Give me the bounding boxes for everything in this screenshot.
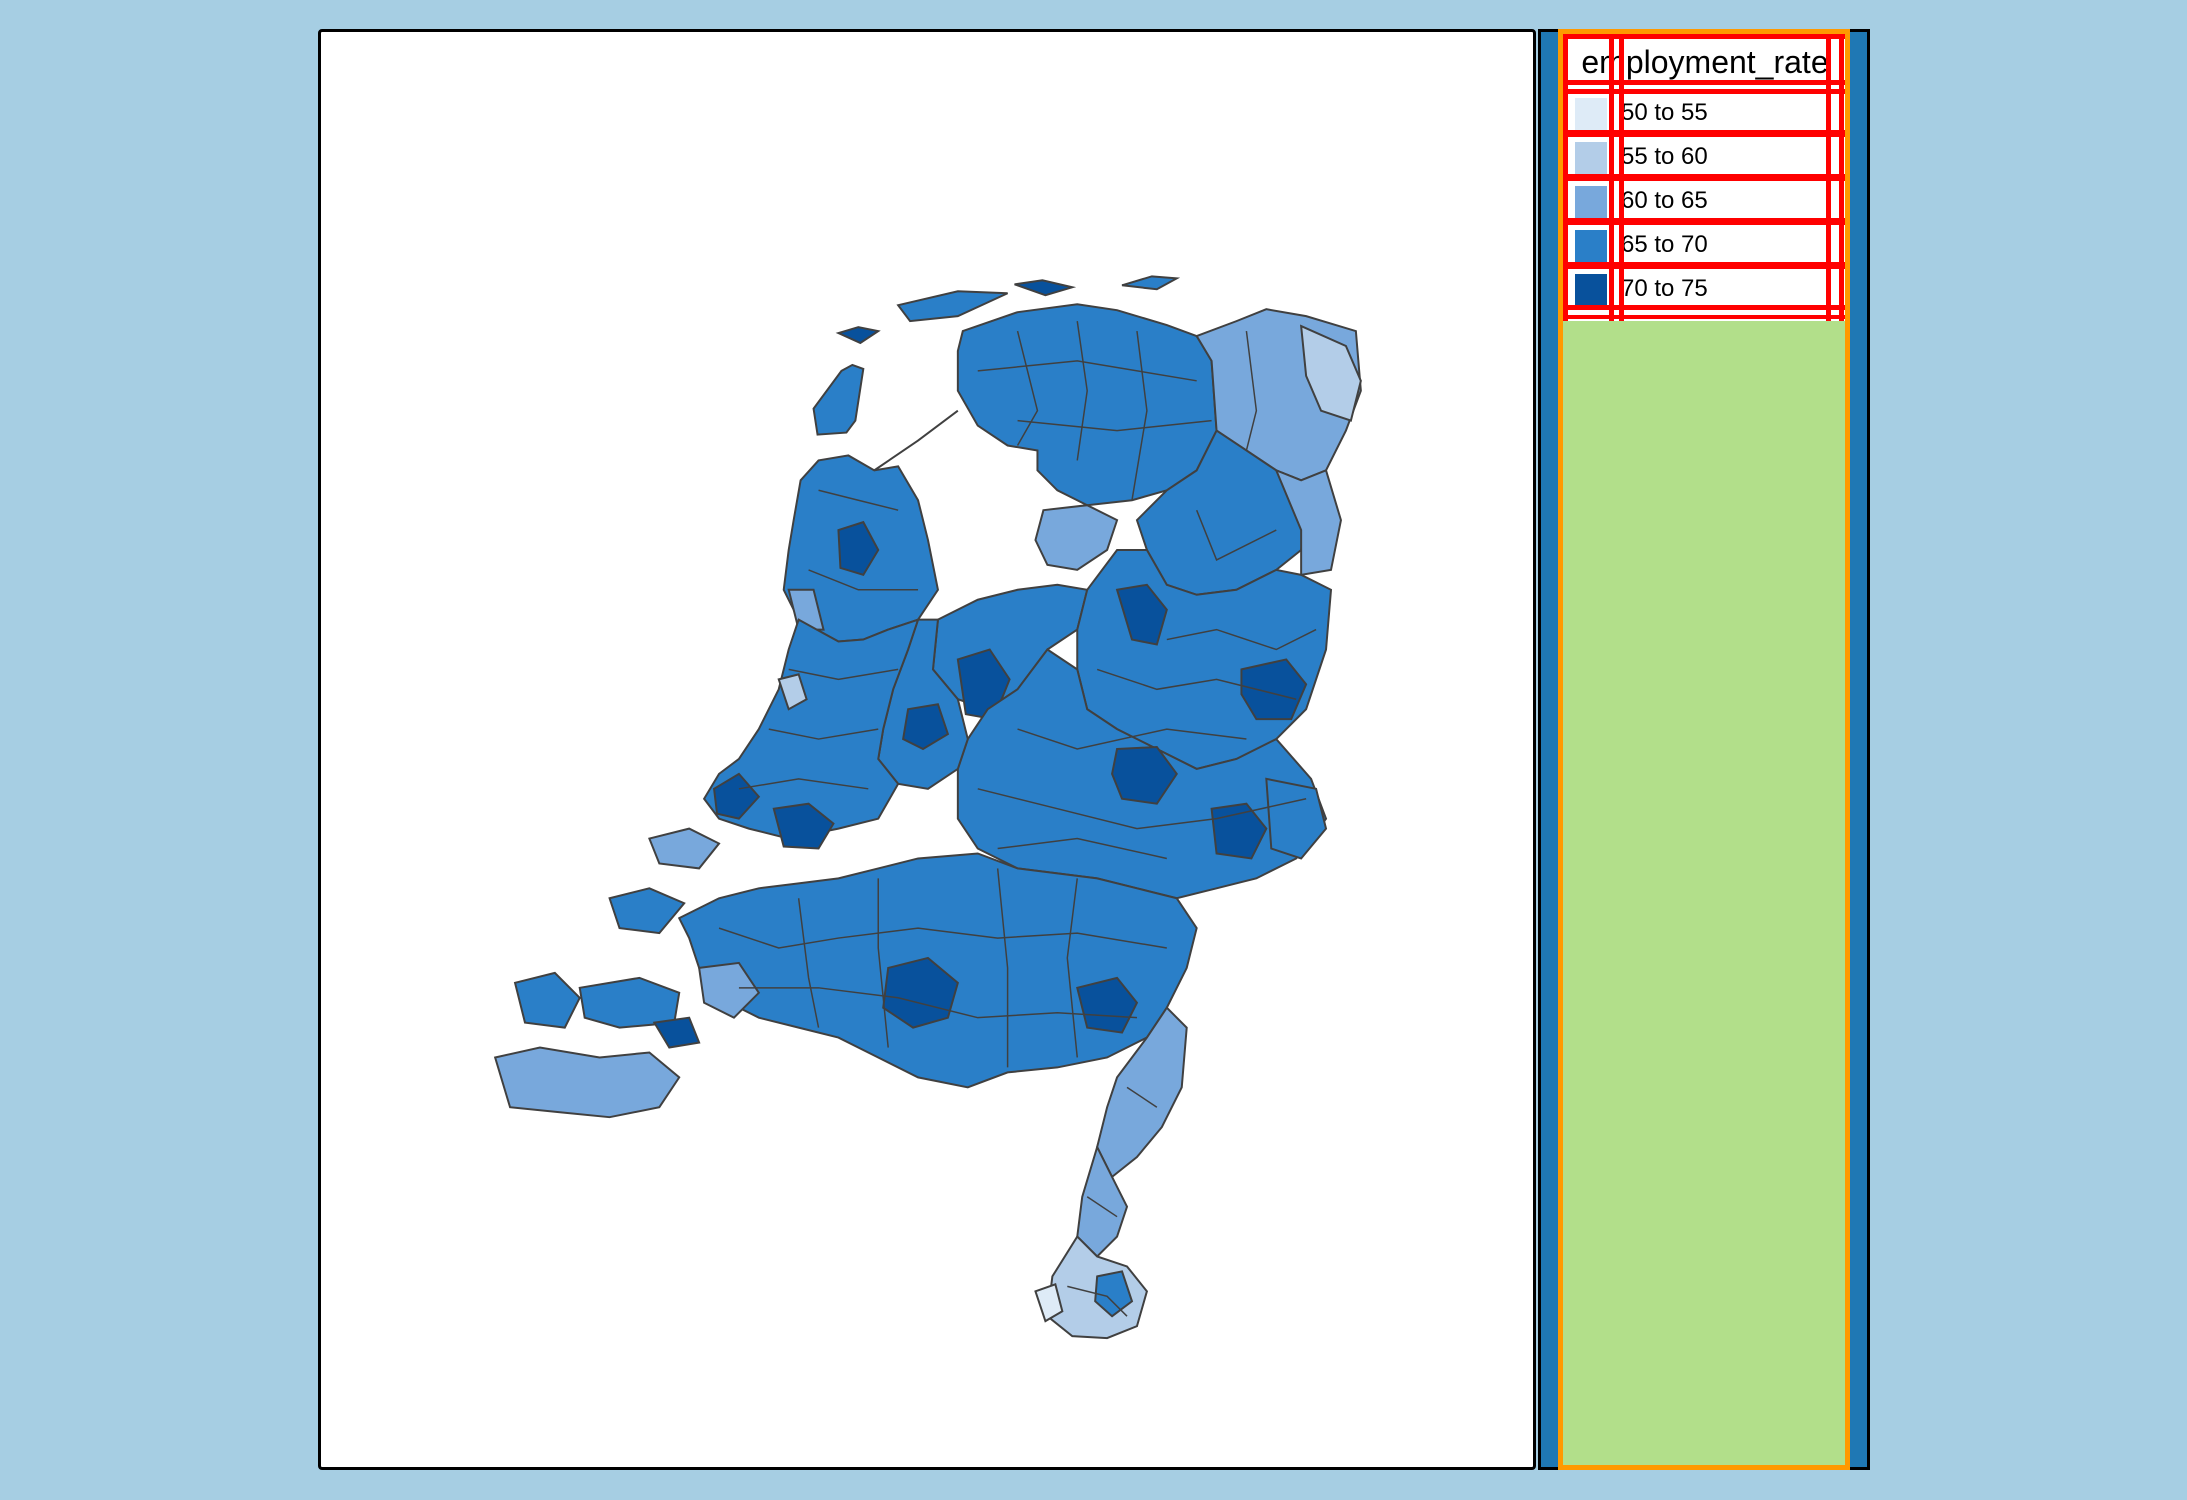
island-schiermonnikoog	[1121, 275, 1181, 291]
legend-swatch	[1575, 186, 1607, 218]
island-texel	[812, 363, 865, 436]
island-ameland	[1014, 279, 1077, 297]
legend-item: 55 to 60	[1575, 139, 1835, 175]
region-limburg-north	[1096, 1006, 1188, 1179]
region-reimerswaal	[652, 1016, 701, 1049]
municipality-borders	[718, 321, 1317, 1317]
region-limburg-central	[1076, 1144, 1129, 1258]
region-zuid-beveland	[578, 976, 681, 1029]
legend-label: 65 to 70	[1621, 231, 1708, 258]
island-terschelling	[896, 290, 1009, 323]
region-noordoostpolder	[1034, 504, 1119, 571]
legend-swatch	[1575, 98, 1607, 130]
legend-swatch	[1575, 142, 1607, 174]
region-leiden	[777, 673, 808, 711]
region-oldambt	[1299, 324, 1362, 422]
legend-item: 65 to 70	[1575, 227, 1835, 263]
map-panel	[318, 29, 1536, 1470]
legend-item: 60 to 65	[1575, 183, 1835, 219]
netherlands-choropleth-map	[493, 275, 1362, 1340]
region-zaanstad	[837, 520, 880, 577]
legend-label: 55 to 60	[1621, 143, 1708, 170]
region-zeeuws-vlaanderen	[493, 1046, 681, 1119]
legend-swatch	[1575, 230, 1607, 262]
region-achterhoek	[1265, 777, 1328, 860]
region-den-haag	[712, 772, 761, 820]
region-utrecht-city	[902, 703, 950, 751]
region-emmen	[1274, 468, 1342, 577]
island-vlieland	[835, 326, 881, 345]
legend-label: 50 to 55	[1621, 99, 1708, 126]
region-kennemerland	[787, 588, 825, 631]
region-tilburg-breda	[882, 956, 959, 1029]
legend-item: 50 to 55	[1575, 95, 1835, 131]
afsluitdijk	[873, 409, 959, 472]
legend-label: 70 to 75	[1621, 275, 1708, 302]
region-maastricht	[1034, 1283, 1064, 1323]
region-rotterdam	[772, 802, 835, 850]
region-west-brabant	[697, 961, 761, 1019]
region-goeree	[648, 827, 721, 870]
legend-swatch	[1575, 274, 1607, 306]
region-friesland	[956, 303, 1218, 507]
region-apeldoorn	[1111, 745, 1178, 805]
region-heerlen	[1094, 1270, 1134, 1318]
region-schouwen	[608, 887, 686, 935]
region-walcheren	[513, 971, 581, 1029]
legend-item: 70 to 75	[1575, 271, 1835, 307]
legend-label: 60 to 65	[1621, 187, 1708, 214]
region-zwolle	[1115, 583, 1168, 646]
region-enschede	[1240, 658, 1308, 721]
